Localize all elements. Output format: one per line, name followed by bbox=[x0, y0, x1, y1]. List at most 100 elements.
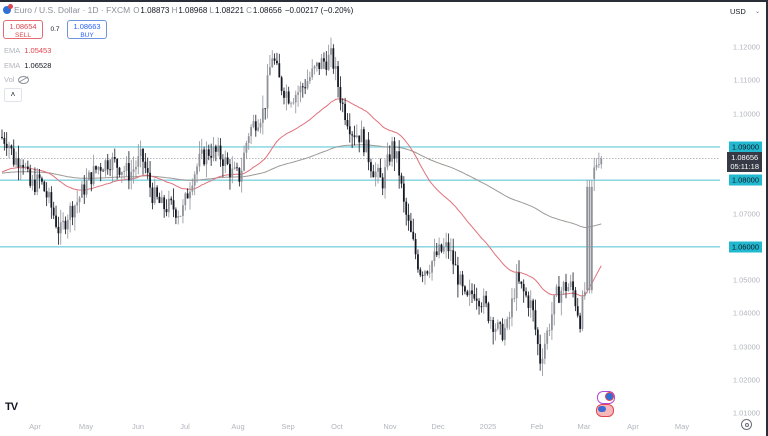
horizontal-line-label: 1.08000 bbox=[728, 174, 762, 186]
candle-body bbox=[283, 90, 285, 98]
candle-body bbox=[393, 141, 396, 159]
candle-body bbox=[214, 146, 217, 152]
time-tick-label: May bbox=[674, 422, 690, 431]
candle-body bbox=[167, 198, 170, 213]
candle-body bbox=[574, 290, 577, 307]
candle-body bbox=[271, 58, 274, 68]
candle-body bbox=[395, 151, 398, 159]
indicator-name: EMA bbox=[4, 61, 21, 70]
candle-body bbox=[391, 141, 393, 162]
candle-body bbox=[323, 58, 325, 62]
candle-body bbox=[81, 184, 83, 198]
candle-body bbox=[377, 167, 379, 172]
sell-button[interactable]: 1.08654 SELL bbox=[3, 20, 43, 39]
indicator-value: 1.06528 bbox=[24, 61, 52, 70]
currency-select[interactable]: USD ⌄ bbox=[728, 5, 762, 19]
candle-body bbox=[102, 170, 104, 172]
candle-body bbox=[95, 166, 97, 170]
candle-body bbox=[529, 300, 532, 308]
candle-body bbox=[229, 164, 231, 178]
candle-body bbox=[551, 314, 553, 331]
price-tick-label: 1.05000 bbox=[732, 275, 760, 285]
candle-body bbox=[374, 171, 377, 178]
candle-body bbox=[405, 201, 408, 215]
candle-body bbox=[492, 320, 495, 332]
candle-body bbox=[264, 108, 267, 110]
candle-body bbox=[177, 215, 180, 218]
candle-body bbox=[179, 215, 182, 217]
candle-body bbox=[12, 148, 15, 165]
candle-body bbox=[527, 295, 530, 308]
candle-body bbox=[311, 68, 314, 78]
candle-body bbox=[457, 265, 459, 285]
price-tick-label: 1.07000 bbox=[732, 209, 760, 218]
candle-body bbox=[252, 121, 255, 128]
candle-body bbox=[355, 135, 358, 138]
change-value: −0.00217 (−0.20%) bbox=[284, 5, 354, 15]
candle-body bbox=[62, 220, 64, 223]
candle-body bbox=[219, 145, 222, 160]
candle-body bbox=[146, 168, 149, 173]
candle-body bbox=[431, 261, 433, 273]
candle-body bbox=[243, 152, 245, 171]
buy-button[interactable]: 1.08663 BUY bbox=[67, 20, 107, 39]
candle-body bbox=[595, 165, 598, 168]
candle-body bbox=[487, 303, 490, 322]
candle-body bbox=[57, 226, 60, 234]
candle-body bbox=[334, 66, 337, 69]
candle-body bbox=[236, 167, 238, 169]
candle-body bbox=[360, 129, 363, 143]
candle-body bbox=[546, 330, 549, 344]
collapse-indicators-button[interactable]: ˄ bbox=[4, 88, 22, 102]
candle-body bbox=[558, 286, 560, 303]
candle-body bbox=[410, 220, 412, 232]
hidden-eye-icon[interactable] bbox=[18, 75, 30, 84]
indicator-ema-fast[interactable]: EMA 1.05453 bbox=[4, 46, 51, 55]
currency-value: USD bbox=[730, 7, 746, 16]
time-tick-label: Aug bbox=[231, 422, 245, 431]
us-economic-event-icon[interactable] bbox=[596, 404, 614, 417]
ema-fast-line[interactable] bbox=[1, 98, 602, 297]
candle-body bbox=[353, 135, 356, 138]
candle-body bbox=[525, 291, 527, 296]
candle-body bbox=[245, 142, 248, 153]
time-tick-label: Apr bbox=[29, 422, 41, 431]
candle-body bbox=[600, 158, 603, 165]
candle-body bbox=[3, 137, 6, 144]
candle-body bbox=[518, 272, 520, 282]
symbol-title[interactable]: Euro / U.S. Dollar · 1D · FXCM bbox=[14, 5, 131, 15]
candle-body bbox=[149, 172, 151, 188]
candle-body bbox=[536, 329, 539, 345]
horizontal-line-label: 1.09000 bbox=[728, 141, 762, 153]
ema-slow-line[interactable] bbox=[1, 144, 602, 229]
candle-body bbox=[388, 154, 391, 162]
candle-body bbox=[480, 306, 483, 308]
indicator-ema-slow[interactable]: EMA 1.06528 bbox=[4, 61, 51, 70]
candle-body bbox=[287, 91, 290, 104]
indicator-volume[interactable]: Vol bbox=[4, 75, 30, 84]
candle-body bbox=[142, 148, 144, 162]
eu-economic-event-icon[interactable] bbox=[597, 391, 615, 404]
settings-gear-icon[interactable] bbox=[741, 419, 752, 430]
candle-body bbox=[365, 139, 368, 153]
candle-body bbox=[111, 157, 114, 171]
candle-body bbox=[17, 158, 20, 168]
candle-body bbox=[593, 167, 596, 179]
candle-body bbox=[257, 127, 260, 131]
candle-body bbox=[113, 157, 116, 160]
candle-body bbox=[26, 166, 29, 170]
candle-body bbox=[466, 291, 469, 296]
candle-body bbox=[386, 154, 389, 168]
candle-body bbox=[464, 286, 466, 292]
tradingview-logo[interactable]: TV bbox=[5, 401, 18, 413]
candle-body bbox=[165, 209, 168, 213]
symbol-legend: Euro / U.S. Dollar · 1D · FXCM O1.08873 … bbox=[3, 4, 354, 15]
candle-body bbox=[15, 158, 17, 165]
candle-body bbox=[332, 48, 335, 69]
candle-body bbox=[189, 191, 191, 199]
candle-body bbox=[222, 159, 224, 166]
candle-body bbox=[231, 168, 234, 178]
candle-body bbox=[294, 94, 297, 103]
candle-body bbox=[304, 87, 307, 89]
